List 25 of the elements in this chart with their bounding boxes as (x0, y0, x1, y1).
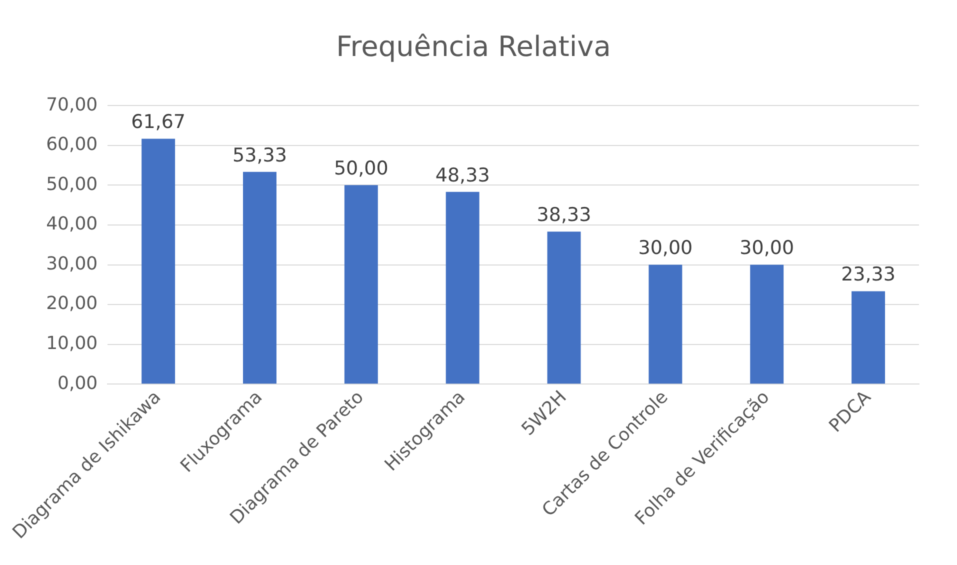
data-label: 61,67 (131, 111, 186, 134)
data-label: 30,00 (638, 237, 693, 260)
y-tick-label: 30,00 (46, 253, 98, 274)
bar (142, 138, 176, 384)
y-tick-label: 50,00 (46, 174, 98, 195)
bar (243, 172, 276, 384)
data-label: 38,33 (536, 204, 592, 226)
y-tick-label: 40,00 (46, 214, 98, 235)
y-tick-label: 10,00 (46, 333, 98, 354)
y-tick-label: 20,00 (46, 293, 98, 314)
data-label: 23,33 (841, 264, 896, 286)
data-label: 50,00 (334, 158, 388, 180)
chart-title: Frequência Relativa (336, 30, 611, 64)
bar (547, 232, 581, 384)
bar (852, 291, 886, 384)
y-tick-label: 70,00 (46, 94, 98, 116)
bar (648, 264, 682, 384)
y-tick-label: 0,00 (58, 372, 98, 394)
data-label: 53,33 (232, 144, 287, 166)
data-label: 30,00 (740, 237, 794, 260)
y-tick-label: 60,00 (46, 134, 98, 156)
data-label: 48,33 (435, 164, 490, 186)
bar (446, 192, 480, 384)
bar (750, 264, 784, 384)
bar (344, 185, 378, 384)
